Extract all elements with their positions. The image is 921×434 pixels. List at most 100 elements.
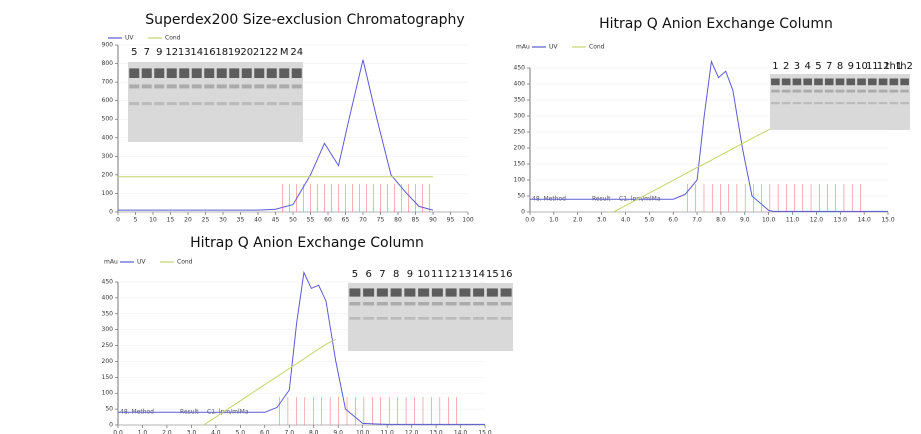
gel-band bbox=[445, 302, 457, 306]
y-tick-label: 200 bbox=[102, 358, 114, 365]
y-tick-label: 100 bbox=[514, 177, 526, 184]
gel-band bbox=[129, 102, 140, 106]
gel-band bbox=[459, 302, 471, 306]
legend-label: Cond bbox=[177, 259, 193, 266]
gel-band bbox=[241, 84, 252, 89]
x-tick-label: 5 bbox=[134, 217, 138, 224]
gel-lane-label: 7 bbox=[144, 47, 150, 58]
gel-band bbox=[868, 78, 877, 86]
gel-band bbox=[191, 68, 202, 78]
y-tick-label: 150 bbox=[514, 161, 526, 168]
gel-band bbox=[279, 84, 290, 89]
gel-lane-label: 6 bbox=[365, 269, 371, 280]
x-tick-label: 7.0 bbox=[284, 430, 294, 434]
gel-lane-label: 18 bbox=[215, 47, 228, 58]
gel-band bbox=[445, 288, 457, 297]
gel-band bbox=[900, 102, 909, 105]
gel-lane-label: 19 bbox=[228, 47, 241, 58]
gel-band bbox=[824, 89, 834, 93]
gel-band bbox=[500, 302, 512, 306]
gel-band bbox=[771, 89, 780, 93]
gel-band bbox=[166, 84, 177, 89]
gel-band bbox=[254, 102, 265, 106]
legend-label: Cond bbox=[589, 44, 605, 51]
series-line bbox=[118, 59, 434, 211]
gel-band bbox=[781, 102, 791, 105]
gel-lane-label: 22 bbox=[265, 47, 278, 58]
legend-label: UV bbox=[125, 35, 134, 42]
gel-band bbox=[889, 78, 899, 86]
gel-band bbox=[431, 317, 443, 320]
gel-band bbox=[141, 102, 152, 106]
gel-band bbox=[878, 78, 888, 86]
gel-band bbox=[803, 89, 812, 93]
x-tick-label: 15 bbox=[167, 217, 175, 224]
x-tick-label: 1.0 bbox=[138, 430, 148, 434]
y-tick-label: 250 bbox=[514, 129, 526, 136]
gel-band bbox=[349, 302, 361, 306]
gel-band bbox=[191, 84, 202, 89]
gel-lane-label: 11 bbox=[431, 269, 444, 280]
gel-lane-label: 9 bbox=[156, 47, 162, 58]
y-tick-label: 350 bbox=[514, 97, 526, 104]
x-tick-label: 5.0 bbox=[236, 430, 246, 434]
gel-lane-label: 16 bbox=[203, 47, 216, 58]
gel-band bbox=[857, 89, 866, 93]
y-tick-label: 300 bbox=[102, 153, 114, 160]
x-tick-label: 5.0 bbox=[645, 217, 655, 224]
y-tick-label: 800 bbox=[102, 60, 114, 67]
x-tick-label: 9.0 bbox=[333, 430, 343, 434]
y-tick-label: 300 bbox=[514, 113, 526, 120]
x-tick-label: 12.0 bbox=[405, 430, 419, 434]
x-tick-label: 75 bbox=[377, 217, 385, 224]
gel-lane-label: 5 bbox=[131, 47, 137, 58]
gel-band bbox=[266, 84, 277, 89]
gel-lane-label: 5 bbox=[815, 61, 821, 72]
x-tick-label: 80 bbox=[394, 217, 402, 224]
gel-band bbox=[473, 317, 485, 320]
x-tick-label: 7.0 bbox=[692, 217, 702, 224]
gel-band bbox=[376, 288, 388, 297]
gel-band bbox=[835, 102, 845, 105]
gel-band bbox=[154, 84, 165, 89]
gel-band bbox=[349, 288, 361, 297]
gel-band bbox=[179, 68, 190, 78]
x-tick-label: 40 bbox=[254, 217, 262, 224]
x-tick-label: 70 bbox=[359, 217, 367, 224]
gel-band bbox=[279, 102, 290, 106]
gel-lane-label: 5 bbox=[352, 269, 358, 280]
gel-band bbox=[204, 84, 215, 89]
gel-band bbox=[486, 288, 498, 297]
chart-title: Hitrap Q Anion Exchange Column bbox=[599, 16, 833, 32]
gel-band bbox=[291, 102, 302, 106]
gel-band bbox=[857, 102, 866, 105]
gel-band bbox=[204, 68, 215, 78]
x-tick-label: 3.0 bbox=[597, 217, 607, 224]
y-tick-label: 500 bbox=[102, 116, 114, 123]
gel-band bbox=[500, 288, 512, 297]
gel-band bbox=[179, 84, 190, 89]
x-tick-label: 2.0 bbox=[573, 217, 583, 224]
x-tick-label: 15.0 bbox=[881, 217, 895, 224]
x-tick-label: 8.0 bbox=[716, 217, 726, 224]
gel-band bbox=[900, 89, 909, 93]
gel-band bbox=[473, 302, 485, 306]
gel-band bbox=[900, 78, 909, 86]
x-tick-label: 13.0 bbox=[429, 430, 443, 434]
y-tick-label: 300 bbox=[102, 326, 114, 333]
gel-lane-label: 10 bbox=[855, 61, 868, 72]
gel-band bbox=[792, 78, 802, 86]
gel-band bbox=[771, 102, 780, 105]
gel-band bbox=[241, 102, 252, 106]
gel-band bbox=[141, 84, 152, 89]
gel-lane-label: 24 bbox=[290, 47, 303, 58]
gel-image bbox=[348, 283, 513, 351]
gel-lane-label: 12 bbox=[165, 47, 178, 58]
gel-band bbox=[404, 317, 416, 320]
y-tick-label: 50 bbox=[517, 193, 525, 200]
y-axis-label: mAu bbox=[104, 259, 118, 266]
gel-band bbox=[291, 84, 302, 89]
y-tick-label: 200 bbox=[514, 145, 526, 152]
x-tick-label: 55 bbox=[307, 217, 315, 224]
x-tick-label: 20 bbox=[184, 217, 192, 224]
